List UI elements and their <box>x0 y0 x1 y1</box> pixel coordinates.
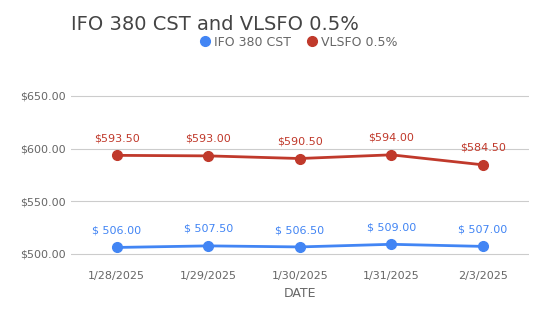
Text: $ 509.00: $ 509.00 <box>367 222 416 232</box>
Text: $ 506.50: $ 506.50 <box>275 225 324 235</box>
VLSFO 0.5% <box>480 163 486 167</box>
VLSFO 0.5% <box>388 153 395 157</box>
IFO 380 CST <box>296 245 303 249</box>
IFO 380 CST <box>480 244 486 248</box>
Line: IFO 380 CST: IFO 380 CST <box>112 239 488 252</box>
Text: IFO 380 CST and VLSFO 0.5%: IFO 380 CST and VLSFO 0.5% <box>71 15 359 35</box>
Text: $593.00: $593.00 <box>185 134 231 144</box>
VLSFO 0.5% <box>113 154 120 158</box>
IFO 380 CST <box>113 245 120 249</box>
VLSFO 0.5% <box>205 154 211 158</box>
Text: $594.00: $594.00 <box>368 133 414 143</box>
Text: $590.50: $590.50 <box>277 137 323 147</box>
Text: $ 507.00: $ 507.00 <box>458 224 507 234</box>
Legend: IFO 380 CST, VLSFO 0.5%: IFO 380 CST, VLSFO 0.5% <box>197 31 402 54</box>
Text: $ 506.00: $ 506.00 <box>92 225 141 235</box>
IFO 380 CST <box>388 242 395 246</box>
Text: $593.50: $593.50 <box>94 134 140 144</box>
X-axis label: DATE: DATE <box>283 287 316 300</box>
Text: $584.50: $584.50 <box>460 143 506 153</box>
IFO 380 CST <box>205 244 211 248</box>
VLSFO 0.5% <box>296 157 303 161</box>
Text: $ 507.50: $ 507.50 <box>184 224 233 234</box>
Line: VLSFO 0.5%: VLSFO 0.5% <box>112 150 488 170</box>
